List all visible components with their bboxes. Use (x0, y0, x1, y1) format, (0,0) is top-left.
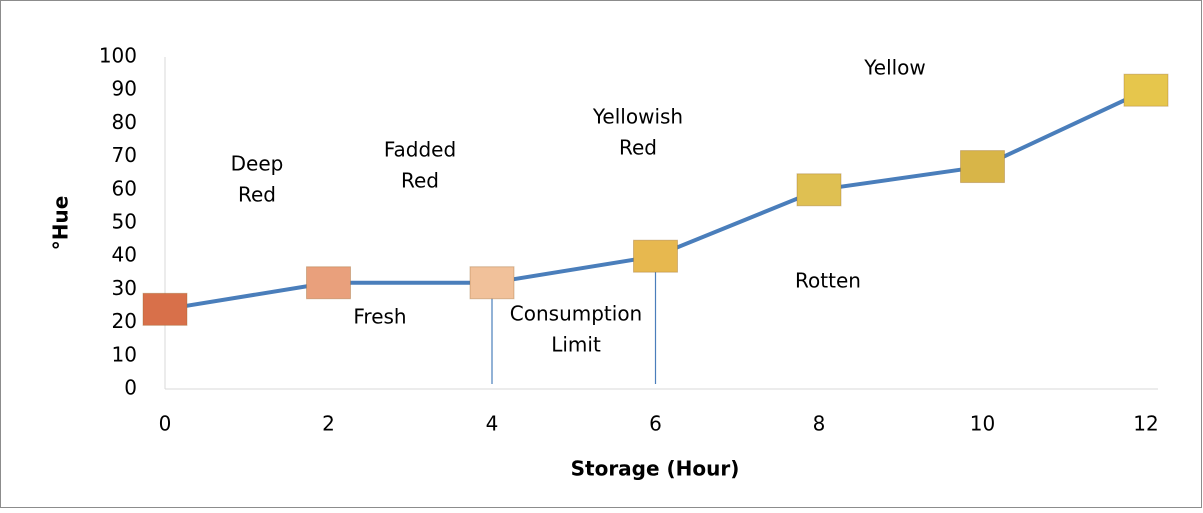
annotation: Yellowish (592, 105, 683, 129)
annotation: Red (401, 169, 439, 193)
x-tick-label: 8 (813, 412, 826, 436)
y-tick-label: 20 (112, 309, 137, 333)
annotation: Fresh (353, 305, 406, 329)
y-tick-label: 90 (112, 77, 137, 101)
annotation: Red (238, 183, 276, 207)
y-tick-label: 80 (112, 110, 137, 134)
x-tick-label: 10 (970, 412, 995, 436)
annotation: Red (619, 136, 657, 160)
data-marker (1123, 73, 1169, 107)
x-axis-title: Storage (Hour) (571, 457, 740, 481)
data-marker (960, 150, 1005, 184)
annotation: Deep (231, 152, 284, 176)
y-axis-title: °Hue (49, 196, 73, 251)
y-tick-label: 70 (112, 143, 137, 167)
y-tick-label: 30 (112, 276, 137, 300)
annotation: Yellow (863, 56, 926, 80)
x-tick-label: 2 (322, 412, 335, 436)
data-marker (796, 173, 842, 207)
x-tick-label: 12 (1133, 412, 1158, 436)
data-marker (306, 266, 351, 300)
y-tick-label: 0 (124, 376, 137, 400)
x-tick-label: 6 (649, 412, 662, 436)
annotation: Rotten (795, 269, 861, 293)
x-tick-label: 0 (159, 412, 172, 436)
annotation: Limit (551, 333, 601, 357)
y-tick-label: 40 (112, 243, 137, 267)
data-marker (142, 292, 188, 326)
y-tick-label: 50 (112, 210, 137, 234)
y-tick-label: 10 (112, 342, 137, 366)
data-marker (469, 266, 515, 300)
annotation: Consumption (510, 302, 642, 326)
x-tick-label: 4 (486, 412, 499, 436)
data-marker (633, 239, 678, 273)
annotation: Fadded (384, 138, 456, 162)
y-tick-label: 60 (112, 176, 137, 200)
y-tick-label: 100 (99, 44, 137, 68)
